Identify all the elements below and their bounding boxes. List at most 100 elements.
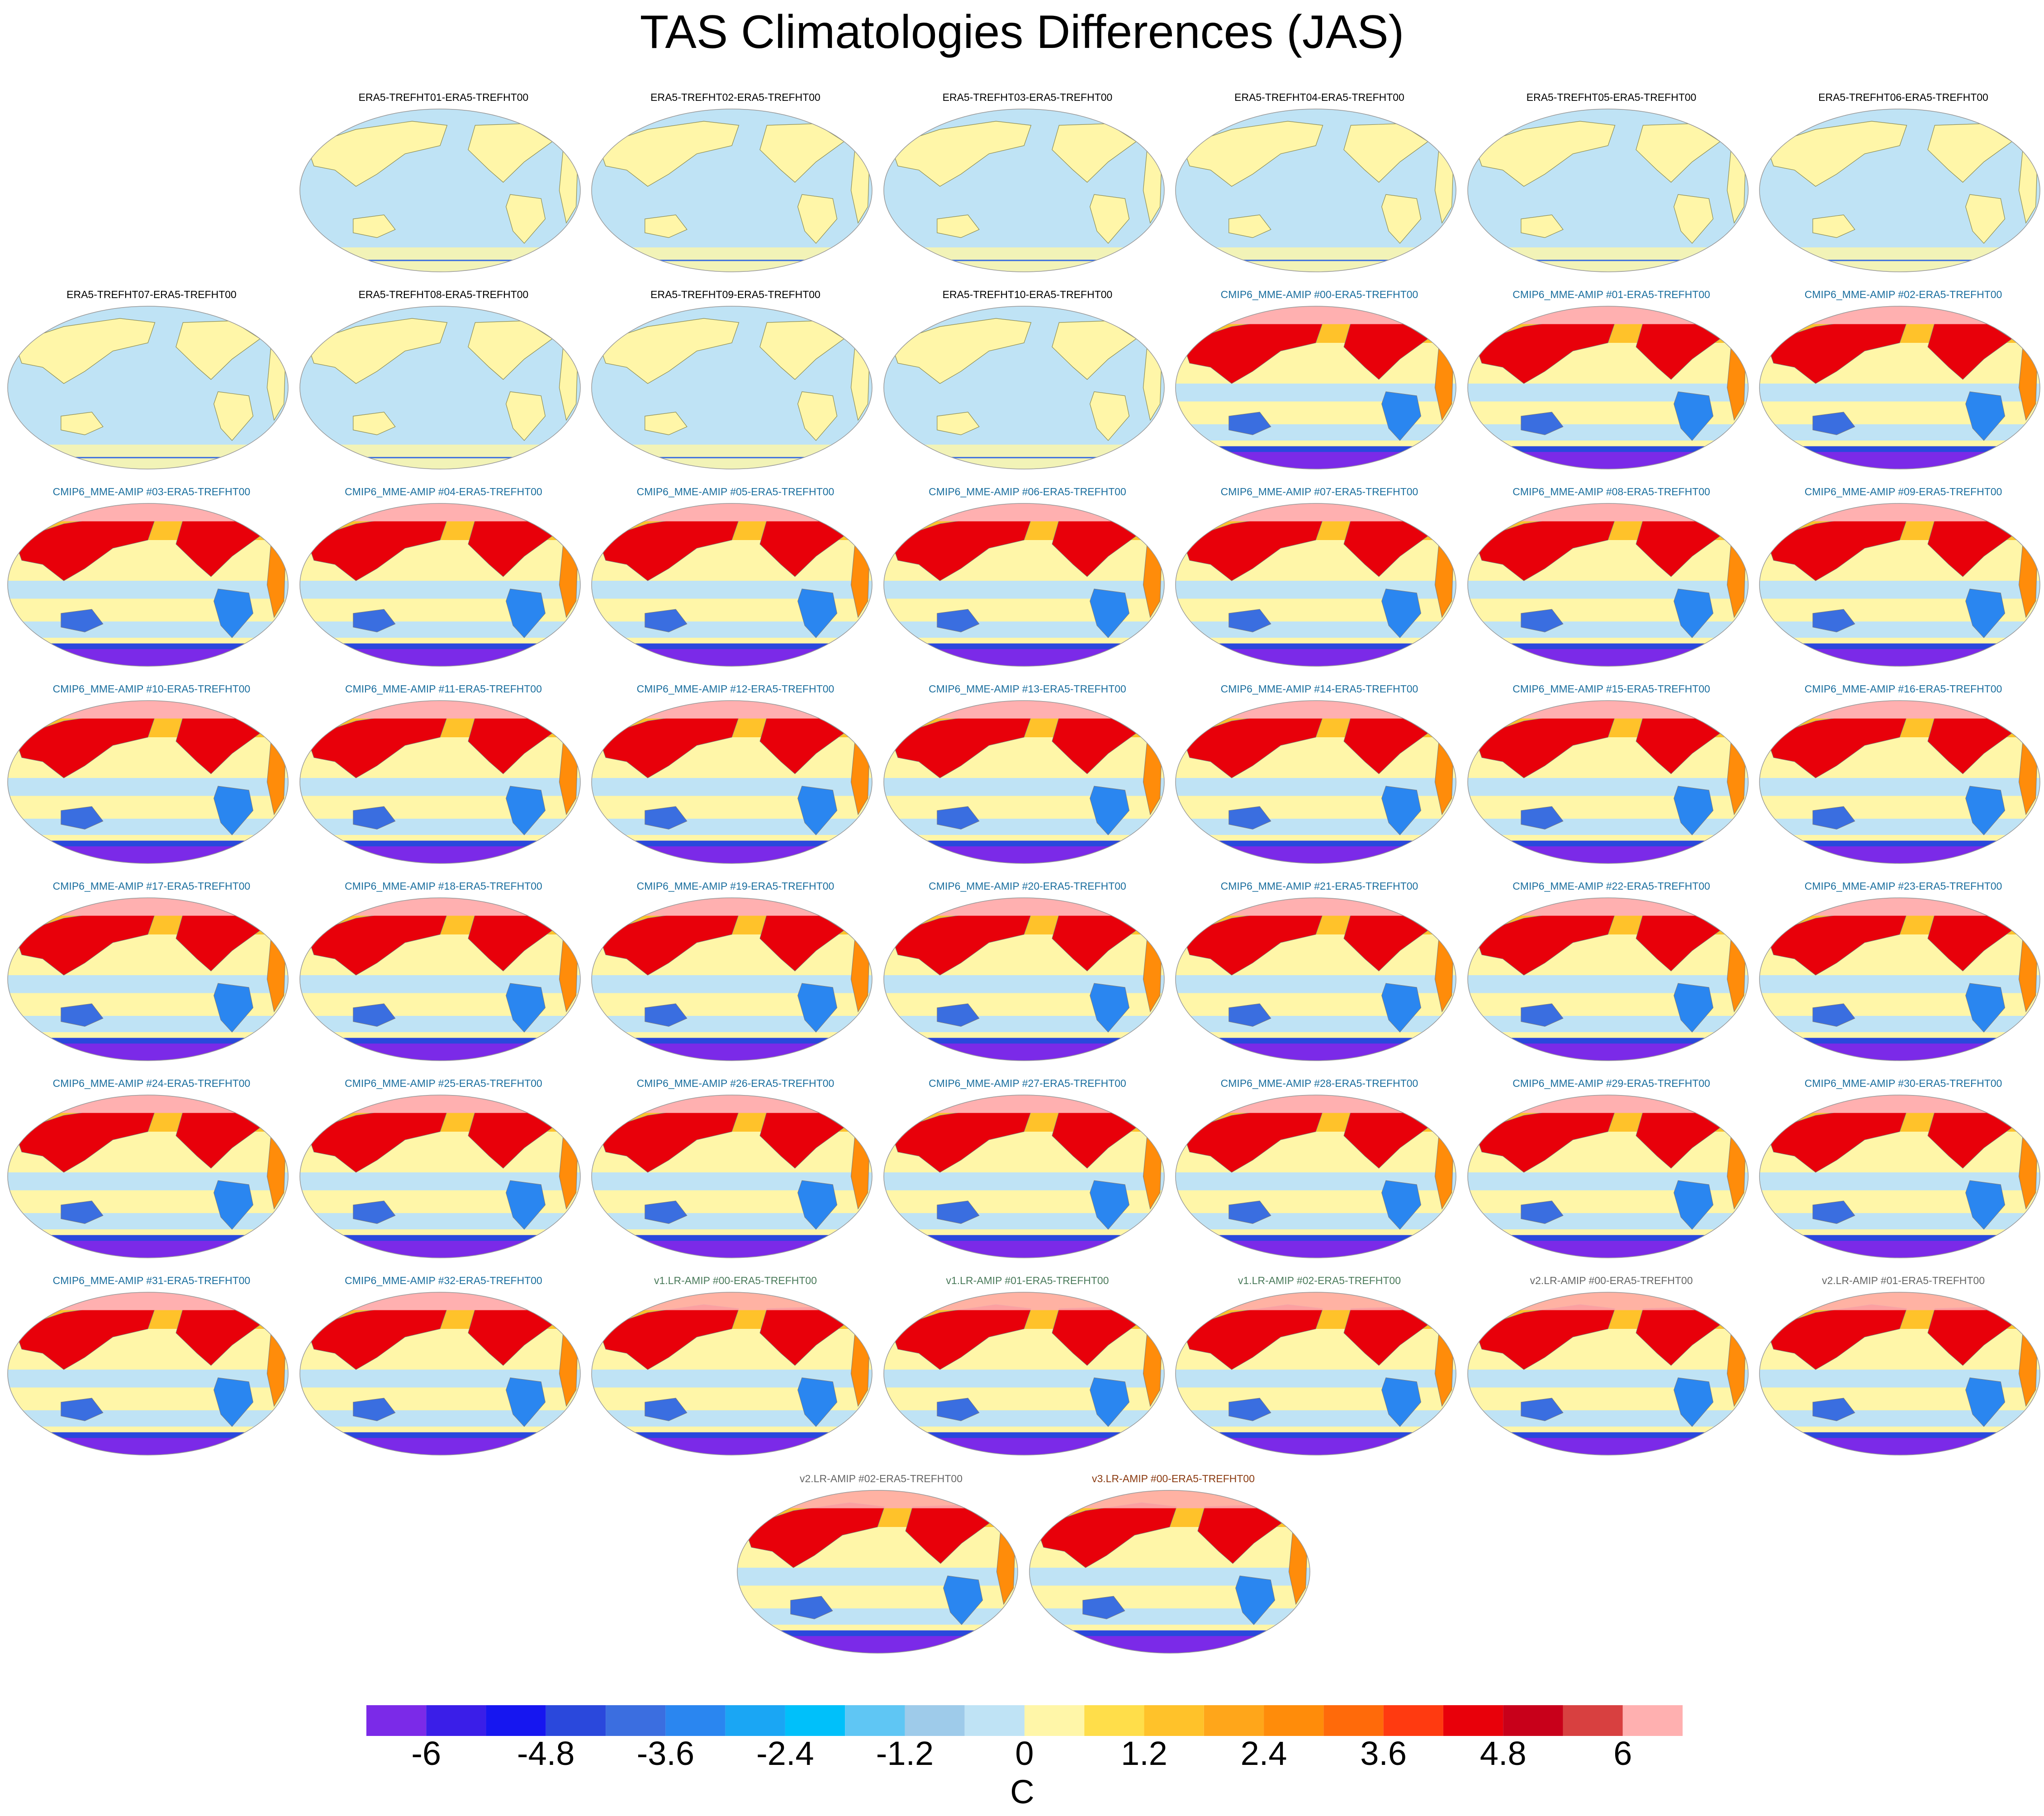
world-map (7, 1292, 289, 1456)
map-panel: CMIP6_MME-AMIP #07-ERA5-TREFHT00 (1173, 485, 1465, 675)
map-panel: CMIP6_MME-AMIP #13-ERA5-TREFHT00 (882, 682, 1174, 872)
panel-title: CMIP6_MME-AMIP #00-ERA5-TREFHT00 (1220, 289, 1418, 300)
map-panel: CMIP6_MME-AMIP #08-ERA5-TREFHT00 (1465, 485, 1758, 675)
world-map (7, 503, 289, 667)
world-map (591, 700, 873, 864)
colorbar-tick-label: -1.2 (876, 1735, 934, 1772)
land-area (1474, 121, 1615, 187)
world-map (1759, 306, 2040, 469)
world-map (883, 1095, 1165, 1258)
land-area (1089, 391, 1129, 441)
world-map (299, 503, 581, 667)
panel-title: CMIP6_MME-AMIP #15-ERA5-TREFHT00 (1513, 683, 1710, 695)
land-area (1520, 412, 1564, 435)
colorbar-tick-label: 0 (1015, 1735, 1034, 1772)
land-area (1520, 609, 1564, 632)
panel-title: v2.LR-AMIP #02-ERA5-TREFHT00 (799, 1473, 963, 1484)
panel-title: v1.LR-AMIP #00-ERA5-TREFHT00 (654, 1275, 817, 1286)
world-map (883, 503, 1165, 667)
world-map (299, 109, 581, 272)
panel-title: v1.LR-AMIP #01-ERA5-TREFHT00 (946, 1275, 1109, 1286)
land-area (936, 1200, 980, 1224)
land-area (645, 214, 688, 238)
land-area (645, 1200, 688, 1224)
world-map (1759, 503, 2040, 667)
land-area (797, 983, 838, 1033)
map-panel: CMIP6_MME-AMIP #24-ERA5-TREFHT00 (5, 1076, 298, 1266)
world-map (1029, 1490, 1310, 1654)
land-area (352, 609, 396, 632)
panel-title: CMIP6_MME-AMIP #27-ERA5-TREFHT00 (929, 1077, 1126, 1089)
map-panel: CMIP6_MME-AMIP #17-ERA5-TREFHT00 (5, 879, 298, 1069)
map-panel: CMIP6_MME-AMIP #25-ERA5-TREFHT00 (298, 1076, 590, 1266)
panel-title: v1.LR-AMIP #02-ERA5-TREFHT00 (1238, 1275, 1401, 1286)
map-panel: CMIP6_MME-AMIP #20-ERA5-TREFHT00 (882, 879, 1174, 1069)
land-area (1520, 214, 1564, 238)
world-map (1467, 503, 1749, 667)
land-area (1381, 786, 1422, 835)
land-area (352, 1398, 396, 1421)
colorbar-box (1204, 1705, 1264, 1736)
panel-title: CMIP6_MME-AMIP #21-ERA5-TREFHT00 (1220, 880, 1418, 892)
land-area (1673, 983, 1713, 1033)
land-area (936, 412, 980, 436)
land-area (797, 588, 838, 638)
land-area (1965, 391, 2006, 441)
land-area (598, 121, 740, 187)
panel-title: v2.LR-AMIP #01-ERA5-TREFHT00 (1821, 1275, 1985, 1286)
land-area (1082, 1596, 1125, 1619)
land-area (505, 983, 545, 1033)
world-map (1467, 1292, 1749, 1456)
land-area (1965, 983, 2006, 1033)
colorbar (366, 1705, 1683, 1736)
land-area (1228, 1398, 1271, 1421)
land-area (598, 318, 740, 384)
land-area (61, 1398, 104, 1421)
panel-title: ERA5-TREFHT01-ERA5-TREFHT00 (358, 91, 529, 103)
world-map (591, 306, 873, 469)
map-panel: CMIP6_MME-AMIP #03-ERA5-TREFHT00 (5, 485, 298, 675)
colorbar-box (1443, 1705, 1503, 1736)
panel-title: CMIP6_MME-AMIP #02-ERA5-TREFHT00 (1804, 289, 2002, 300)
world-map (299, 306, 581, 469)
panel-title: CMIP6_MME-AMIP #26-ERA5-TREFHT00 (636, 1077, 835, 1089)
colorbar-box (366, 1705, 427, 1736)
land-area (1812, 1003, 1855, 1027)
map-panel: v3.LR-AMIP #00-ERA5-TREFHT00 (1027, 1472, 1319, 1662)
land-area (1089, 194, 1129, 244)
panel-title: CMIP6_MME-AMIP #03-ERA5-TREFHT00 (52, 486, 251, 498)
panel-title: CMIP6_MME-AMIP #32-ERA5-TREFHT00 (345, 1275, 542, 1286)
land-area (213, 786, 254, 835)
world-map (883, 109, 1165, 272)
land-area (1965, 786, 2006, 835)
colorbar-tick-label: 3.6 (1360, 1735, 1407, 1772)
colorbar-box (1144, 1705, 1204, 1736)
colorbar-box (1084, 1705, 1144, 1736)
colorbar-box (606, 1705, 666, 1736)
map-panel: CMIP6_MME-AMIP #10-ERA5-TREFHT00 (5, 682, 298, 872)
colorbar-box (725, 1705, 785, 1736)
map-panel: CMIP6_MME-AMIP #28-ERA5-TREFHT00 (1173, 1076, 1465, 1266)
land-area (936, 1003, 980, 1027)
world-map (737, 1490, 1018, 1654)
land-area (1381, 391, 1422, 441)
land-area (1089, 588, 1129, 638)
land-area (936, 609, 980, 632)
map-panel: v1.LR-AMIP #01-ERA5-TREFHT00 (882, 1274, 1174, 1464)
land-area (797, 1180, 838, 1230)
world-map (7, 897, 289, 1061)
land-area (1812, 412, 1855, 435)
colorbar-tick-label: -2.4 (756, 1735, 814, 1772)
land-area (1965, 1377, 2006, 1427)
land-area (505, 194, 545, 244)
world-map (1759, 109, 2040, 272)
map-panel: CMIP6_MME-AMIP #27-ERA5-TREFHT00 (882, 1076, 1174, 1266)
land-area (1381, 983, 1422, 1033)
land-area (213, 1377, 254, 1427)
colorbar-tick-label: 4.8 (1480, 1735, 1527, 1772)
world-map (883, 306, 1165, 469)
world-map (1467, 306, 1749, 469)
world-map (299, 700, 581, 864)
world-map (1175, 1292, 1456, 1456)
map-panel: CMIP6_MME-AMIP #23-ERA5-TREFHT00 (1757, 879, 2044, 1069)
